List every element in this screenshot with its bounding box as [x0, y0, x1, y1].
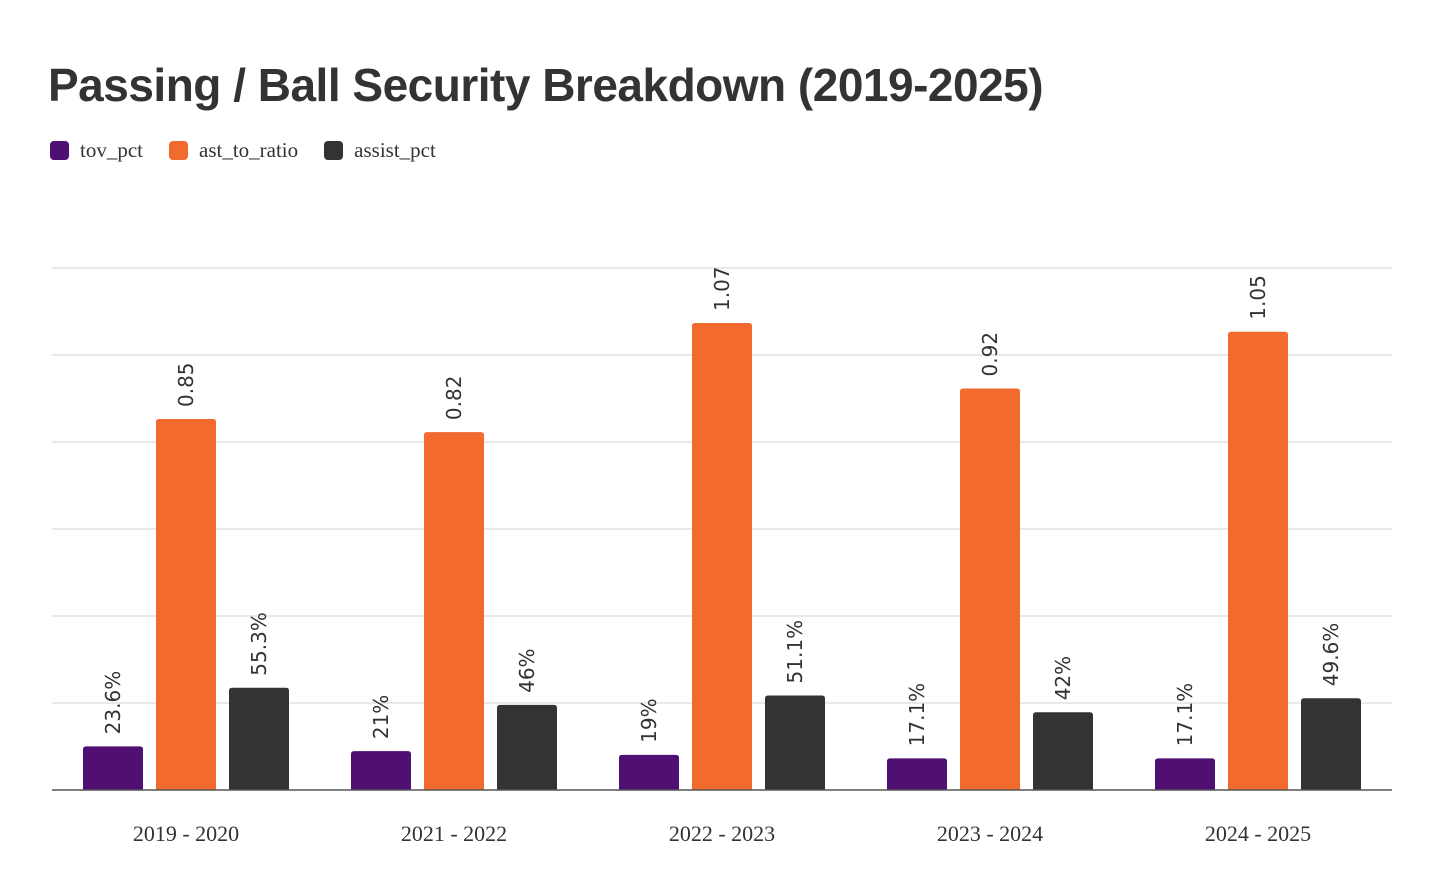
legend-swatch-ast-to-ratio — [169, 141, 188, 160]
data-label: 17.1% — [1173, 683, 1197, 747]
legend-label-ast-to-ratio: ast_to_ratio — [199, 138, 299, 162]
x-tick-label: 2022 - 2023 — [669, 821, 775, 846]
legend-swatch-tov-pct — [50, 141, 69, 160]
legend-label-assist-pct: assist_pct — [354, 138, 436, 162]
x-tick-label: 2021 - 2022 — [401, 821, 507, 846]
legend-swatch-assist-pct — [324, 141, 344, 160]
data-label: 1.05 — [1246, 275, 1270, 320]
data-label: 21% — [369, 695, 393, 739]
data-label: 49.6% — [1319, 623, 1343, 687]
bar-tov-pct — [1155, 758, 1215, 790]
data-label: 46% — [515, 648, 539, 692]
bar-ast-to-ratio — [960, 388, 1020, 790]
chart-title: Passing / Ball Security Breakdown (2019-… — [48, 59, 1044, 111]
legend: tov_pct ast_to_ratio assist_pct — [50, 138, 462, 163]
x-tick-label: 2023 - 2024 — [937, 821, 1043, 846]
data-label: 17.1% — [905, 683, 929, 747]
bar-assist-pct — [497, 704, 557, 790]
legend-item-assist-pct[interactable]: assist_pct — [324, 138, 436, 163]
bar-tov-pct — [83, 746, 143, 790]
legend-label-tov-pct: tov_pct — [80, 138, 143, 162]
bar-ast-to-ratio — [1228, 331, 1288, 790]
x-tick-label: 2024 - 2025 — [1205, 821, 1311, 846]
legend-item-ast-to-ratio[interactable]: ast_to_ratio — [169, 138, 298, 163]
bar-assist-pct — [765, 695, 825, 790]
bar-ast-to-ratio — [156, 419, 216, 790]
data-label: 0.82 — [442, 376, 466, 421]
bar-ast-to-ratio — [424, 432, 484, 790]
bar-assist-pct — [1301, 698, 1361, 790]
data-label: 19% — [637, 698, 661, 742]
data-label: 23.6% — [101, 671, 125, 735]
data-label: 1.07 — [710, 266, 734, 311]
data-label: 0.85 — [174, 362, 198, 407]
data-label: 51.1% — [783, 620, 807, 684]
legend-item-tov-pct[interactable]: tov_pct — [50, 138, 143, 163]
data-label: 55.3% — [247, 612, 271, 676]
bar-assist-pct — [1033, 712, 1093, 790]
data-label: 42% — [1051, 656, 1075, 700]
bar-ast-to-ratio — [692, 323, 752, 790]
bar-tov-pct — [351, 751, 411, 790]
bar-assist-pct — [229, 687, 289, 790]
data-label: 0.92 — [978, 332, 1002, 377]
bar-tov-pct — [619, 754, 679, 790]
x-tick-label: 2019 - 2020 — [133, 821, 239, 846]
bar-tov-pct — [887, 758, 947, 790]
